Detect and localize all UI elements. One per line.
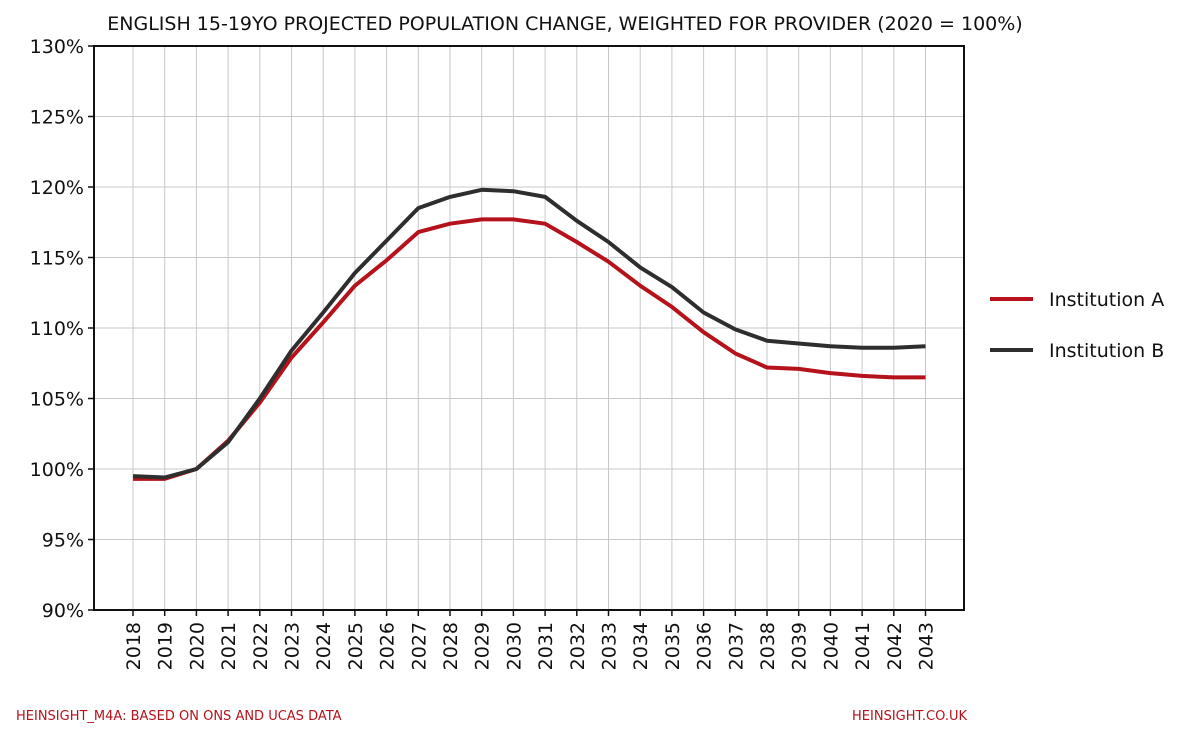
y-tick-label: 90%: [42, 600, 84, 622]
x-tick-label: 2032: [567, 622, 589, 670]
x-tick-label: 2023: [282, 622, 304, 670]
y-tick-label: 115%: [30, 248, 84, 270]
x-tick-label: 2037: [725, 622, 747, 670]
x-tick-label: 2026: [377, 622, 399, 670]
x-tick-label: 2030: [503, 622, 525, 670]
x-tick-label: 2025: [345, 622, 367, 670]
x-tick-label: 2041: [852, 622, 874, 670]
x-tick-label: 2022: [250, 622, 272, 670]
grid-lines: [94, 45, 964, 611]
x-tick-label: 2024: [313, 622, 335, 670]
y-tick-label: 95%: [42, 530, 84, 552]
legend-label: Institution A: [1049, 289, 1164, 311]
x-tick-label: 2034: [630, 622, 652, 670]
y-axis: 90% 95% 100% 105% 110% 115% 120% 125% 130%: [30, 36, 94, 622]
x-tick-label: 2043: [916, 622, 938, 670]
x-tick-label: 2033: [599, 622, 621, 670]
y-tick-label: 130%: [30, 36, 84, 58]
x-tick-label: 2021: [218, 622, 240, 670]
series-lines: [132, 187, 926, 481]
x-tick-label: 2036: [694, 622, 716, 670]
x-tick-label: 2019: [155, 622, 177, 670]
x-tick-label: 2035: [662, 622, 684, 670]
x-tick-label: 2029: [472, 622, 494, 670]
series-line-institution-b: [132, 187, 926, 480]
x-tick-label: 2031: [535, 622, 557, 670]
footer-source: HEINSIGHT_M4A: BASED ON ONS AND UCAS DAT…: [16, 709, 342, 724]
x-tick-label: 2038: [757, 622, 779, 670]
y-tick-label: 120%: [30, 177, 84, 199]
x-axis: 2018 2019 2020 2021 2022 2023 2024 2025 2026 2027…: [123, 610, 938, 670]
chart-title: ENGLISH 15-19YO PROJECTED POPULATION CHA…: [107, 13, 1022, 35]
x-tick-label: 2040: [820, 622, 842, 670]
footer-website: HEINSIGHT.CO.UK: [852, 709, 967, 724]
x-tick-label: 2020: [186, 622, 208, 670]
y-tick-label: 125%: [30, 107, 84, 129]
y-tick-label: 100%: [30, 459, 84, 481]
legend: Institution A Institution B: [990, 289, 1164, 362]
x-tick-label: 2042: [884, 622, 906, 670]
x-tick-label: 2018: [123, 622, 145, 670]
x-tick-label: 2028: [440, 622, 462, 670]
y-tick-label: 105%: [30, 389, 84, 411]
series-line-institution-a: [133, 217, 926, 481]
y-tick-label: 110%: [30, 318, 84, 340]
x-tick-label: 2039: [789, 622, 811, 670]
legend-label: Institution B: [1049, 340, 1164, 362]
x-tick-label: 2027: [408, 622, 430, 670]
